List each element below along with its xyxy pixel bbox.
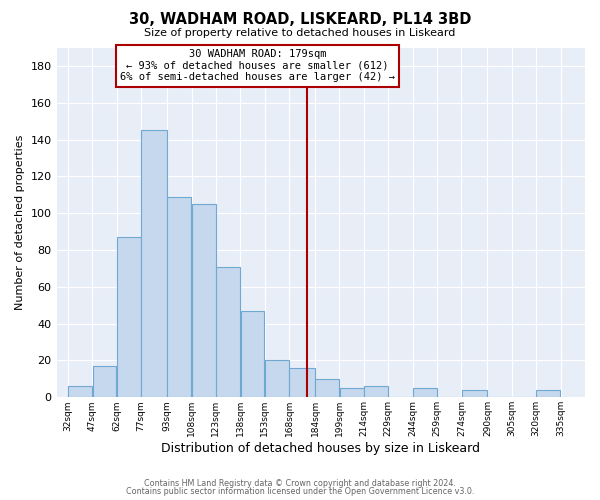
Bar xyxy=(316,379,339,398)
Bar xyxy=(536,390,560,398)
Bar xyxy=(216,266,240,398)
Bar xyxy=(265,360,289,398)
Text: Size of property relative to detached houses in Liskeard: Size of property relative to detached ho… xyxy=(145,28,455,38)
Bar xyxy=(289,368,315,398)
Bar xyxy=(92,366,116,398)
Bar xyxy=(192,204,215,398)
Text: Contains HM Land Registry data © Crown copyright and database right 2024.: Contains HM Land Registry data © Crown c… xyxy=(144,478,456,488)
Bar xyxy=(142,130,167,398)
Text: 30 WADHAM ROAD: 179sqm
← 93% of detached houses are smaller (612)
6% of semi-det: 30 WADHAM ROAD: 179sqm ← 93% of detached… xyxy=(120,49,395,82)
Bar xyxy=(167,196,191,398)
Y-axis label: Number of detached properties: Number of detached properties xyxy=(15,134,25,310)
Bar xyxy=(117,237,141,398)
Bar xyxy=(68,386,92,398)
Text: Contains public sector information licensed under the Open Government Licence v3: Contains public sector information licen… xyxy=(126,487,474,496)
Bar xyxy=(364,386,388,398)
Bar xyxy=(340,388,364,398)
X-axis label: Distribution of detached houses by size in Liskeard: Distribution of detached houses by size … xyxy=(161,442,480,455)
Bar xyxy=(241,311,265,398)
Bar xyxy=(413,388,437,398)
Bar xyxy=(461,390,487,398)
Text: 30, WADHAM ROAD, LISKEARD, PL14 3BD: 30, WADHAM ROAD, LISKEARD, PL14 3BD xyxy=(129,12,471,28)
